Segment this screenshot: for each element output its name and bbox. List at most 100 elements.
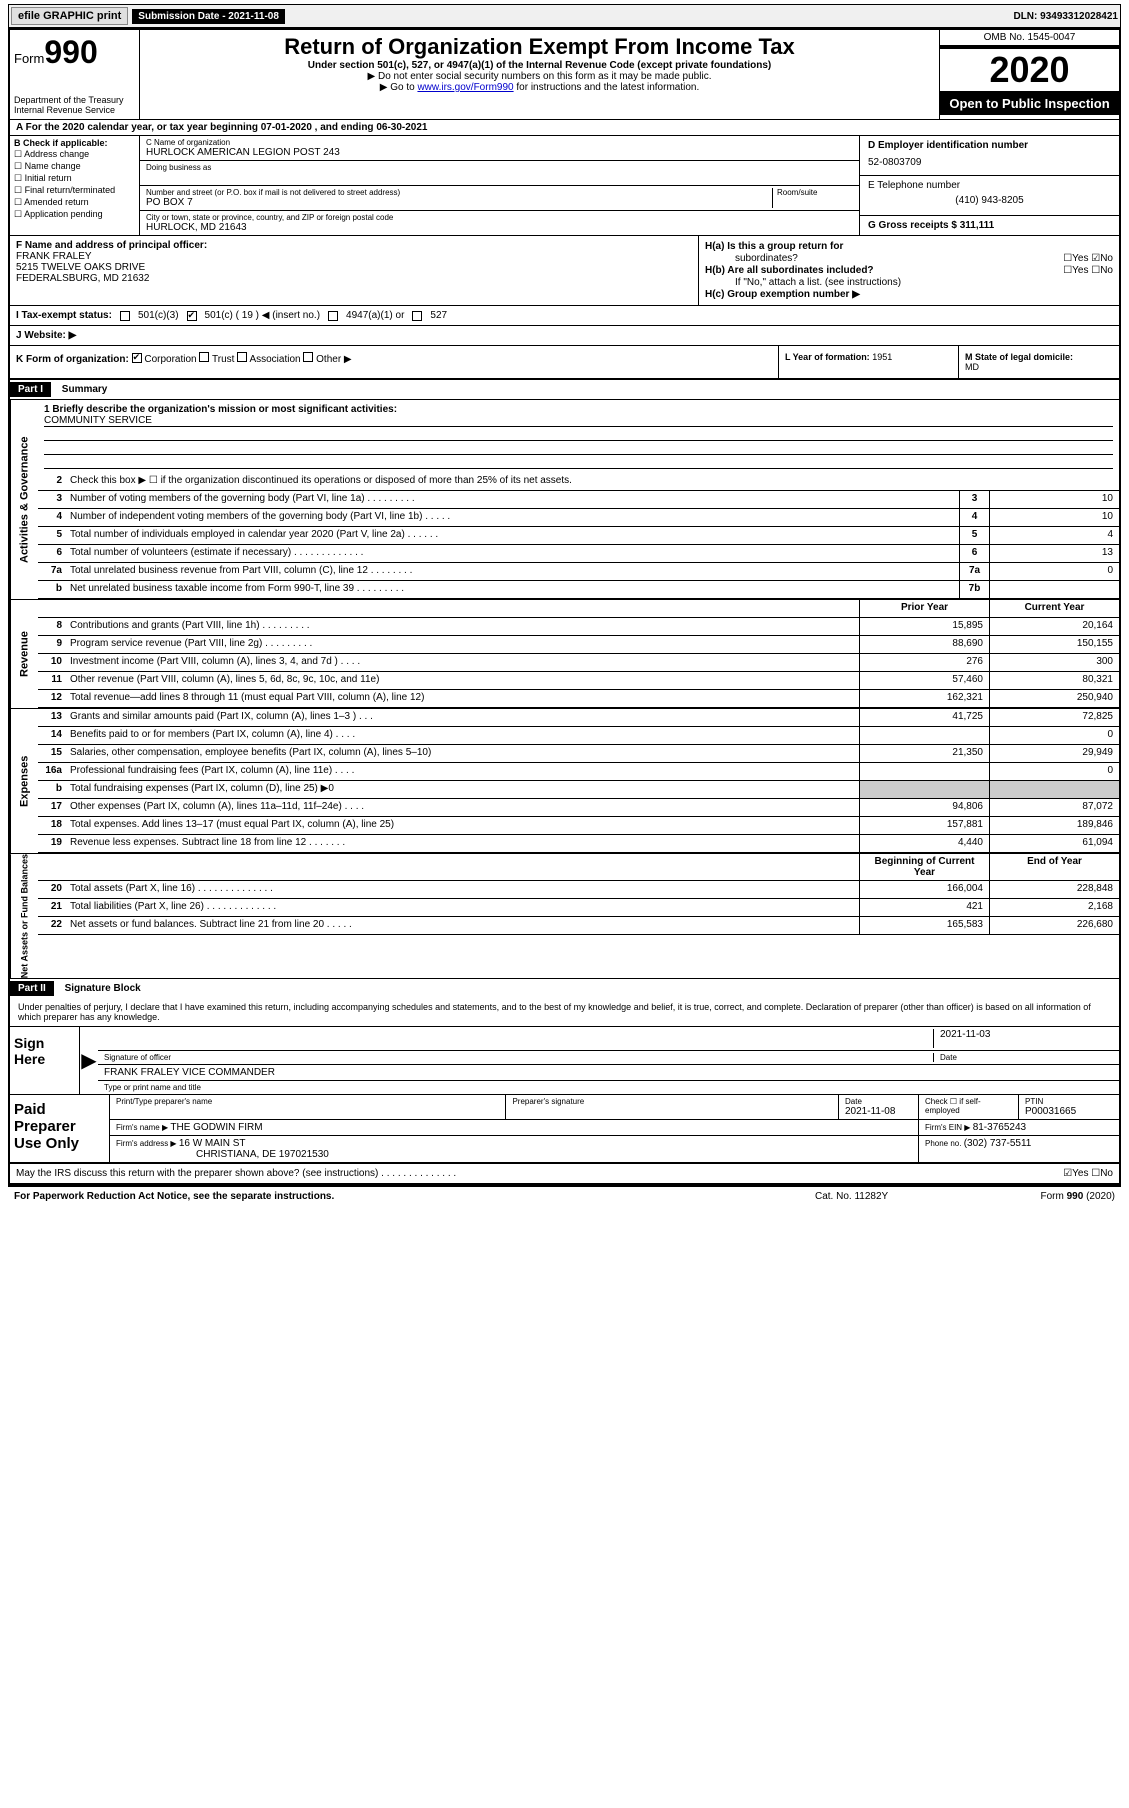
- firm-phone: (302) 737-5511: [964, 1138, 1032, 1149]
- sign-arrow-icon: ▶: [80, 1027, 98, 1094]
- may-q: May the IRS discuss this return with the…: [16, 1168, 1063, 1179]
- form-subtitle: Under section 501(c), 527, or 4947(a)(1)…: [144, 60, 935, 71]
- officer-name: FRANK FRALEY: [16, 251, 692, 262]
- vert-rev: Revenue: [10, 600, 38, 708]
- table-row: 21Total liabilities (Part X, line 26) . …: [38, 899, 1119, 917]
- chk-corp[interactable]: [132, 353, 142, 363]
- m-label: M State of legal domicile:: [965, 352, 1073, 362]
- table-row: 5Total number of individuals employed in…: [38, 527, 1119, 545]
- ptin: P00031665: [1025, 1106, 1113, 1117]
- prep-name-h: Print/Type preparer's name: [116, 1097, 499, 1106]
- irs-link[interactable]: www.irs.gov/Form990: [417, 82, 513, 93]
- prior-h: Prior Year: [859, 600, 989, 617]
- lbl-other: Other ▶: [316, 354, 351, 365]
- table-row: 14Benefits paid to or for members (Part …: [38, 727, 1119, 745]
- typed-name: FRANK FRALEY VICE COMMANDER: [104, 1067, 275, 1078]
- omb: OMB No. 1545-0047: [940, 30, 1119, 46]
- ha-sub: subordinates?: [735, 253, 798, 264]
- table-row: 18Total expenses. Add lines 13–17 (must …: [38, 817, 1119, 835]
- chk-other[interactable]: [303, 352, 313, 362]
- website-label: J Website: ▶: [16, 330, 76, 341]
- sig-label: Signature of officer: [104, 1053, 933, 1062]
- curr-h: Current Year: [989, 600, 1119, 617]
- table-row: 3Number of voting members of the governi…: [38, 491, 1119, 509]
- col-h: H(a) Is this a group return for subordin…: [699, 236, 1119, 305]
- hb-label: H(b) Are all subordinates included?: [705, 265, 874, 276]
- hb-note: If "No," attach a list. (see instruction…: [735, 277, 901, 288]
- may-yn[interactable]: ☑Yes ☐No: [1063, 1168, 1113, 1179]
- lbl-501c: 501(c) ( 19 ) ◀ (insert no.): [205, 310, 321, 321]
- part1-title: Summary: [54, 384, 108, 395]
- k-row: K Form of organization: Corporation Trus…: [10, 346, 779, 378]
- inspection-badge: Open to Public Inspection: [940, 92, 1119, 115]
- col-b: B Check if applicable: ☐ Address change …: [10, 136, 140, 235]
- tel: (410) 943-8205: [868, 195, 1111, 206]
- lbl-corp: Corporation: [144, 354, 196, 365]
- firm-ein: 81-3765243: [973, 1122, 1026, 1133]
- table-row: 8Contributions and grants (Part VIII, li…: [38, 618, 1119, 636]
- lbl-527: 527: [430, 310, 447, 321]
- chk-addr[interactable]: ☐ Address change: [14, 149, 135, 160]
- efile-btn[interactable]: efile GRAPHIC print: [11, 7, 128, 25]
- org-name: HURLOCK AMERICAN LEGION POST 243: [146, 147, 853, 158]
- form-header: Form990 Department of the Treasury Inter…: [10, 30, 1119, 120]
- tel-label: E Telephone number: [868, 180, 960, 191]
- chk-501c3[interactable]: [120, 311, 130, 321]
- ein: 52-0803709: [868, 157, 1111, 168]
- officer-label: F Name and address of principal officer:: [16, 240, 207, 251]
- q1-val: COMMUNITY SERVICE: [44, 415, 1113, 427]
- firm-ein-label: Firm's EIN ▶: [925, 1123, 973, 1132]
- typed-label: Type or print name and title: [104, 1083, 201, 1092]
- prep-sig-h: Preparer's signature: [512, 1097, 832, 1106]
- table-row: 15Salaries, other compensation, employee…: [38, 745, 1119, 763]
- tax-status-row: I Tax-exempt status: 501(c)(3) 501(c) ( …: [10, 306, 1119, 325]
- col-b-label: B Check if applicable:: [14, 138, 108, 148]
- penalty-text: Under penalties of perjury, I declare th…: [10, 998, 1119, 1026]
- hb-yn[interactable]: ☐Yes ☐No: [1063, 265, 1113, 276]
- chk-527[interactable]: [412, 311, 422, 321]
- chk-amended[interactable]: ☐ Amended return: [14, 197, 135, 208]
- footer-left: For Paperwork Reduction Act Notice, see …: [14, 1191, 815, 1202]
- chk-pending[interactable]: ☐ Application pending: [14, 209, 135, 220]
- table-row: 12Total revenue—add lines 8 through 11 (…: [38, 690, 1119, 708]
- website-row: J Website: ▶: [10, 326, 1119, 346]
- table-row: bNet unrelated business taxable income f…: [38, 581, 1119, 599]
- part1-header: Part I: [10, 382, 51, 397]
- m-val: MD: [965, 362, 979, 372]
- chk-assoc[interactable]: [237, 352, 247, 362]
- form-prefix: Form: [14, 51, 44, 66]
- chk-4947[interactable]: [328, 311, 338, 321]
- k-label: K Form of organization:: [16, 354, 129, 365]
- chk-initial[interactable]: ☐ Initial return: [14, 173, 135, 184]
- part2-title: Signature Block: [57, 983, 141, 994]
- street: PO BOX 7: [146, 197, 768, 208]
- vert-na: Net Assets or Fund Balances: [10, 854, 38, 978]
- hc-label: H(c) Group exemption number ▶: [705, 289, 860, 300]
- ha-yn[interactable]: ☐Yes ☑No: [1063, 253, 1113, 264]
- firm-addr-label: Firm's address ▶: [116, 1139, 179, 1148]
- footer-right: Form 990 (2020): [965, 1191, 1115, 1202]
- city: HURLOCK, MD 21643: [146, 222, 853, 233]
- gross-val: 311,111: [960, 220, 995, 231]
- chk-501c[interactable]: [187, 311, 197, 321]
- table-row: bTotal fundraising expenses (Part IX, co…: [38, 781, 1119, 799]
- firm-addr2: CHRISTIANA, DE 197021530: [116, 1149, 912, 1160]
- eoy-h: End of Year: [989, 854, 1119, 880]
- chk-final[interactable]: ☐ Final return/terminated: [14, 185, 135, 196]
- firm-addr1: 16 W MAIN ST: [179, 1138, 246, 1149]
- goto-pre: ▶ Go to: [380, 82, 418, 93]
- self-emp[interactable]: Check ☐ if self-employed: [925, 1097, 1012, 1115]
- q2: Check this box ▶ ☐ if the organization d…: [66, 473, 1119, 490]
- table-row: 17Other expenses (Part IX, column (A), l…: [38, 799, 1119, 817]
- vert-ag: Activities & Governance: [10, 400, 38, 599]
- dba-label: Doing business as: [146, 163, 853, 172]
- lbl-501c3: 501(c)(3): [138, 310, 179, 321]
- chk-trust[interactable]: [199, 352, 209, 362]
- ssn-notice: ▶ Do not enter social security numbers o…: [144, 71, 935, 82]
- table-row: 22Net assets or fund balances. Subtract …: [38, 917, 1119, 935]
- form-number: 990: [44, 34, 97, 70]
- l-val: 1951: [872, 352, 892, 362]
- chk-name[interactable]: ☐ Name change: [14, 161, 135, 172]
- prep-date: 2021-11-08: [845, 1106, 912, 1117]
- topbar: efile GRAPHIC print Submission Date - 20…: [8, 4, 1121, 28]
